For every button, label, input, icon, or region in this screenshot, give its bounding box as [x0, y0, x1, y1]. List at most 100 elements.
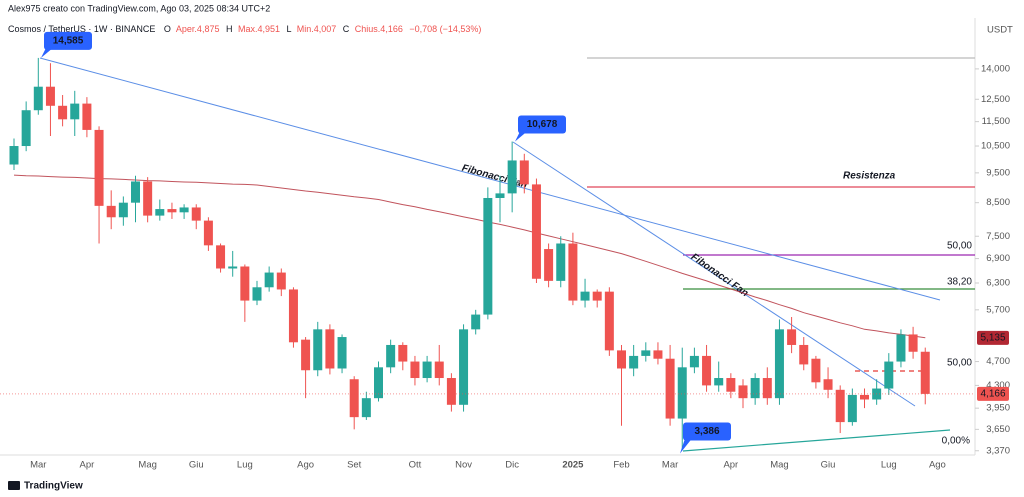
candle-body — [544, 249, 554, 281]
price-label: 5,135 — [980, 332, 1005, 343]
moving-average — [13, 174, 926, 339]
y-tick-label: 9,500 — [986, 167, 1010, 178]
price-label-box — [977, 386, 1009, 401]
y-tick-label: 4,700 — [986, 356, 1010, 367]
callout-pointer — [680, 438, 692, 454]
candle-body — [471, 314, 481, 330]
candle-body — [641, 350, 651, 356]
candle-body — [9, 146, 19, 165]
candle-body — [252, 287, 262, 301]
ohlc-key: L — [287, 24, 292, 34]
candle-body — [58, 105, 68, 120]
callout-box — [683, 422, 731, 441]
x-tick-label: Apr — [723, 460, 738, 471]
candle-body — [860, 394, 869, 400]
candle-body — [386, 344, 396, 368]
candle-body — [45, 86, 55, 106]
callout-label: 3,386 — [694, 426, 719, 437]
candle-body — [531, 184, 541, 279]
candle-body — [896, 334, 906, 362]
candle-body — [94, 129, 104, 206]
annotation: 50,00 — [947, 358, 972, 369]
candle-body — [507, 160, 517, 194]
candle-body — [240, 266, 250, 301]
candle-body — [884, 361, 894, 389]
candle-body — [835, 389, 845, 423]
x-tick-label: Feb — [613, 460, 629, 471]
candle-body — [774, 329, 784, 399]
x-tick-label: Mag — [138, 460, 156, 471]
y-tick-label: 11,500 — [982, 116, 1010, 127]
y-tick-label: 10,500 — [981, 141, 1010, 152]
candle-body — [325, 329, 335, 369]
x-tick-label: Set — [347, 460, 362, 471]
x-tick-label: Giu — [189, 460, 204, 471]
annotation: 50,00 — [947, 241, 972, 252]
candle-body — [167, 209, 177, 213]
x-tick-label: Apr — [80, 460, 95, 471]
x-tick-label: Mag — [770, 460, 788, 471]
annotation: 0,00% — [942, 436, 970, 447]
candle-body — [410, 361, 420, 379]
footer: TradingView — [8, 481, 83, 492]
x-tick-label: Lug — [881, 460, 897, 471]
price-label-box — [977, 330, 1009, 345]
candle-body — [495, 193, 505, 198]
candle-body — [556, 243, 566, 281]
candle-body — [665, 358, 675, 419]
candle-body — [374, 367, 383, 399]
candle-body — [216, 245, 226, 269]
candle-body — [629, 355, 639, 369]
candle-body — [143, 181, 153, 216]
logo — [8, 481, 20, 490]
callout-box — [44, 31, 92, 50]
y-tick-label: 5,700 — [986, 304, 1010, 315]
candle-body — [738, 385, 748, 399]
candle-body — [313, 329, 323, 371]
candle-body — [446, 378, 456, 405]
y-tick-label: 3,950 — [986, 403, 1010, 414]
candle-body — [519, 160, 529, 185]
candle-body — [155, 209, 165, 216]
y-tick-label: 6,900 — [986, 253, 1010, 264]
y-axis-label: USDT — [987, 25, 1013, 36]
credit: Alex975 creato con TradingView.com, Ago … — [8, 3, 270, 13]
candle-body — [580, 291, 590, 301]
annotation: Resistenza — [843, 171, 896, 182]
candle-body — [617, 350, 626, 369]
x-tick-label: Ago — [929, 460, 946, 471]
candle-body — [349, 379, 359, 418]
callout-pointer — [41, 47, 53, 58]
candle-body — [179, 207, 189, 213]
y-tick-label: 7,500 — [986, 231, 1010, 242]
candle-body — [118, 202, 128, 218]
header-line: Cosmos / TetherUS · 1W · BINANCE O Aper.… — [8, 24, 481, 34]
candle-body — [920, 351, 930, 394]
candle-body — [264, 272, 274, 288]
candle-body — [398, 344, 408, 362]
ohlc-key: H — [226, 24, 233, 34]
ohlc-value: Chius.4,166 — [355, 24, 403, 34]
annotation: Fibonacci Fan — [461, 163, 529, 191]
candle-body — [702, 355, 712, 386]
candle-body — [689, 355, 699, 368]
brand: TradingView — [24, 481, 83, 492]
candle-body — [82, 103, 92, 130]
candle-body — [191, 207, 201, 221]
callout-pointer — [515, 131, 527, 142]
x-tick-label: Mar — [662, 460, 678, 471]
x-tick-label: Dic — [505, 460, 519, 471]
x-tick-label: Giu — [821, 460, 836, 471]
candle-body — [203, 220, 213, 246]
candle-body — [434, 361, 444, 379]
price-label: 4,166 — [980, 389, 1005, 400]
trend-line — [682, 429, 951, 452]
candle-body — [33, 86, 43, 111]
candle-body — [750, 378, 760, 399]
candle-body — [337, 337, 347, 369]
y-tick-label: 6,300 — [986, 278, 1010, 289]
change: −0,708 (−14,53%) — [409, 24, 481, 34]
ohlc-key: C — [343, 24, 350, 34]
x-tick-label: Ott — [409, 460, 422, 471]
